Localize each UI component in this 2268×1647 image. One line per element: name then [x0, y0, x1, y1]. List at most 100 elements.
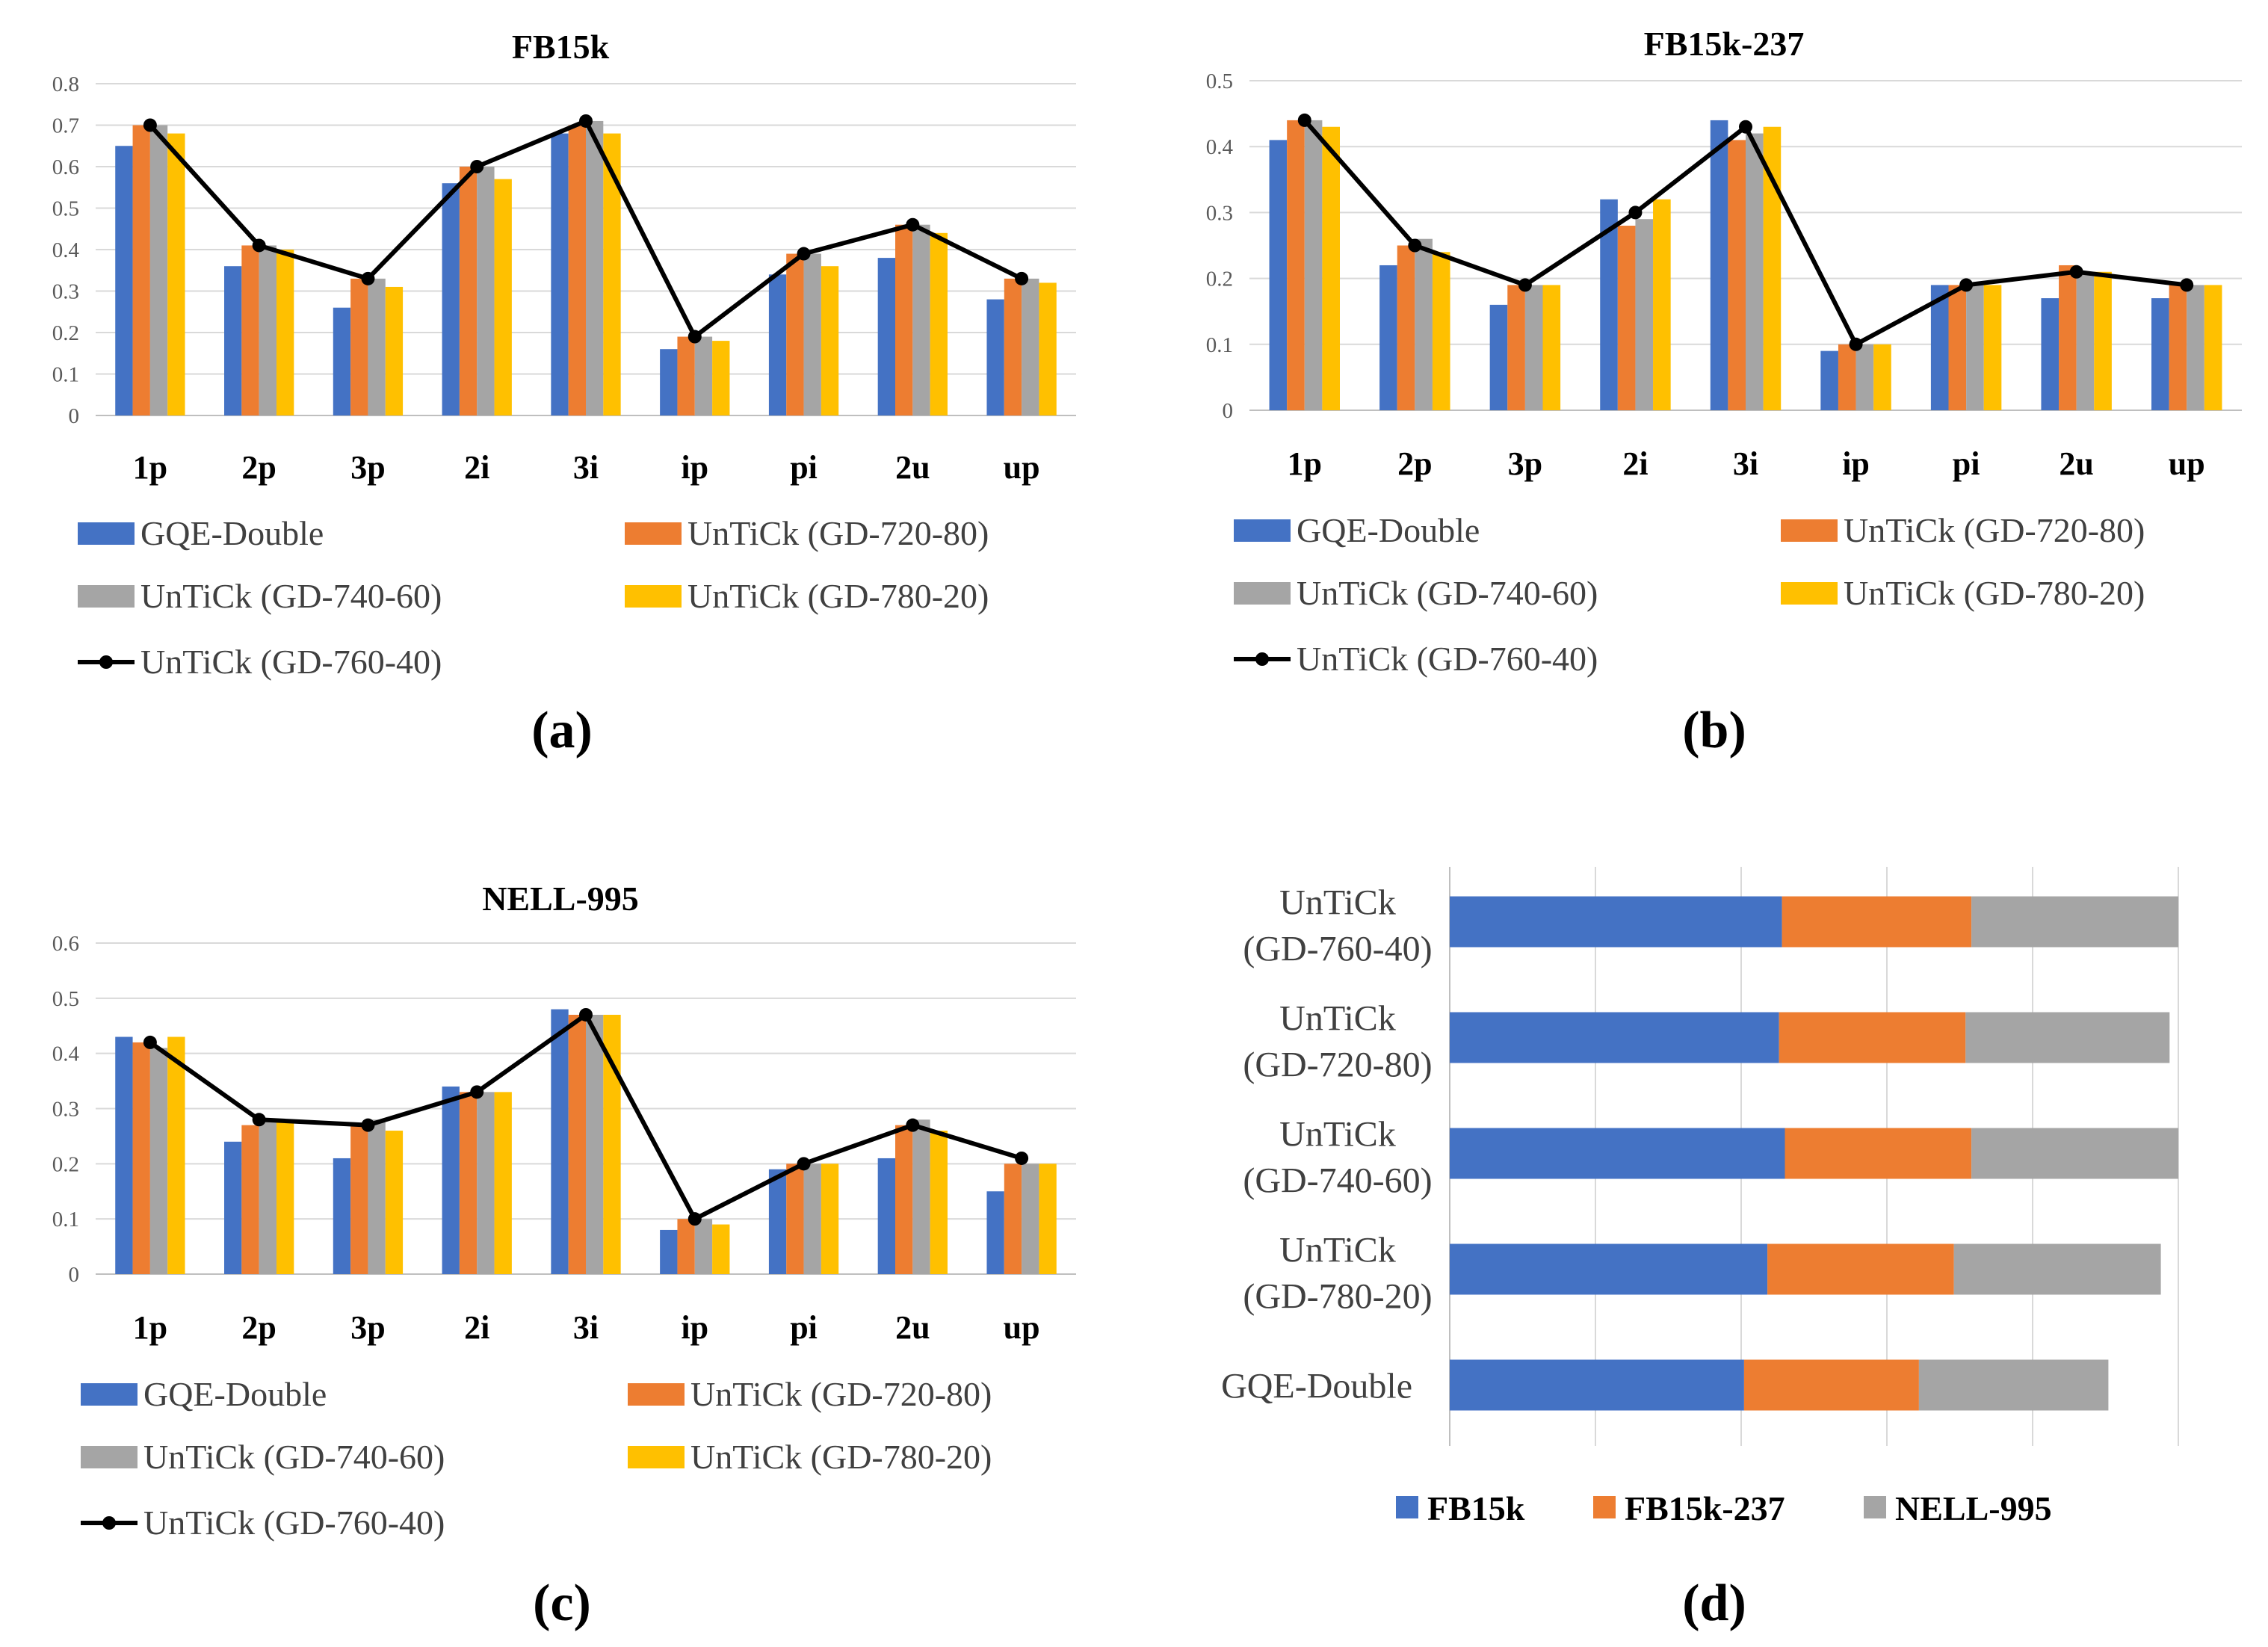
bar-3 [1873, 344, 1891, 410]
bar-2 [1635, 219, 1654, 410]
y-category-label: UnTiCk [1279, 1115, 1396, 1155]
bar-1 [1287, 120, 1305, 411]
x-tick-label: 3p [350, 1309, 385, 1346]
y-tick-label: 0.3 [1206, 201, 1233, 225]
bar-1 [241, 245, 259, 415]
y-category-label: (GD-740-60) [1243, 1161, 1432, 1201]
line-marker [252, 238, 266, 253]
legend-swatch [78, 522, 135, 545]
bar-2 [1022, 1164, 1039, 1274]
bar-3 [276, 1119, 294, 1274]
legend-line-marker [99, 655, 113, 669]
y-tick-label: 0.2 [52, 1152, 79, 1176]
bar-0 [1379, 265, 1397, 410]
y-tick-label: 0.2 [1206, 268, 1233, 291]
bar-0 [333, 1158, 351, 1274]
legend-label: GQE-Double [140, 514, 324, 552]
x-tick-label: up [1004, 449, 1040, 486]
panel-label: (d) [1682, 1575, 1746, 1632]
legend-label: UnTiCk (GD-740-60) [1297, 574, 1598, 612]
x-tick-label: 3i [1733, 445, 1758, 482]
legend-label: UnTiCk (GD-780-20) [690, 1438, 992, 1476]
bar-0 [224, 1141, 242, 1274]
stacked-bar-0 [1450, 1012, 1779, 1063]
y-category-label: UnTiCk [1279, 1231, 1396, 1270]
bar-3 [167, 1036, 185, 1274]
x-tick-label: 1p [133, 449, 167, 486]
y-category-label: UnTiCk [1279, 999, 1396, 1039]
x-tick-label: 2u [895, 1309, 930, 1346]
bar-0 [1930, 285, 1949, 410]
bar-2 [2076, 271, 2095, 410]
bar-1 [459, 1092, 478, 1274]
stacked-bar-0 [1450, 896, 1782, 948]
bar-3 [821, 266, 839, 415]
x-tick-label: 3i [573, 449, 599, 486]
y-tick-label: 0.7 [52, 114, 79, 138]
bar-2 [1415, 238, 1433, 410]
y-tick-label: 0.2 [52, 321, 79, 345]
x-tick-label: ip [1842, 445, 1870, 482]
bar-3 [385, 1131, 404, 1274]
legend-label: FB15k [1427, 1489, 1525, 1527]
bar-3 [603, 133, 621, 415]
bar-2 [586, 120, 604, 415]
line-marker [1849, 337, 1863, 351]
y-tick-label: 0.4 [52, 238, 80, 262]
bar-0 [986, 299, 1004, 415]
y-tick-label: 0.3 [52, 280, 79, 304]
x-tick-label: 2p [1397, 445, 1432, 482]
legend-swatch [1396, 1496, 1418, 1518]
x-tick-label: 2p [241, 1309, 276, 1346]
bar-1 [241, 1125, 259, 1274]
legend-label: UnTiCk (GD-760-40) [140, 643, 442, 681]
legend-swatch [625, 522, 682, 545]
bar-2 [803, 1164, 821, 1274]
bar-3 [930, 1131, 948, 1274]
bar-1 [786, 1164, 804, 1274]
x-tick-label: 1p [133, 1309, 167, 1346]
line-marker [2069, 265, 2083, 279]
chart-panel-b: FB15k-237 0 0.1 0.2 0.3 0.4 0.5 1p 2p 3p 2i 3i ip pi 2… [1206, 25, 2242, 759]
bar-3 [1322, 126, 1340, 411]
y-tick-label: 0.4 [52, 1042, 80, 1066]
line-marker [1408, 238, 1422, 253]
x-tick-label: 3p [1508, 445, 1542, 482]
legend-label: UnTiCk (GD-720-80) [1844, 511, 2145, 549]
bar-1 [895, 224, 913, 415]
y-tick-label: 0 [69, 404, 80, 428]
stacked-bar-2 [1965, 1012, 2170, 1063]
panel-label: (a) [531, 702, 593, 759]
bar-3 [2094, 271, 2112, 410]
bar-3 [821, 1164, 839, 1274]
bar-0 [1820, 350, 1838, 410]
y-tick-label: 0.1 [1206, 333, 1233, 357]
bar-0 [551, 1009, 569, 1274]
x-tick-label: 2u [895, 449, 930, 486]
x-tick-label: pi [790, 1309, 818, 1346]
x-tick-label: pi [790, 449, 818, 486]
bar-2 [368, 278, 386, 415]
x-tick-label: ip [681, 449, 708, 486]
line-marker [579, 1007, 593, 1022]
bar-1 [459, 167, 478, 415]
bar-1 [350, 278, 368, 415]
x-tick-label: 2i [464, 1309, 489, 1346]
line-marker [470, 1085, 484, 1099]
line-marker [687, 1212, 702, 1226]
y-tick-label: 0.6 [52, 155, 79, 179]
legend-label: UnTiCk (GD-760-40) [1297, 640, 1598, 678]
legend-label: UnTiCk (GD-720-80) [687, 514, 989, 552]
x-tick-label: ip [681, 1309, 708, 1346]
bar-1 [677, 1219, 695, 1274]
legend-swatch [78, 585, 135, 608]
bar-0 [333, 307, 351, 415]
bar-3 [167, 133, 185, 415]
legend-label: UnTiCk (GD-780-20) [1844, 574, 2145, 612]
line-marker [361, 1118, 375, 1132]
bar-0 [877, 1158, 896, 1274]
bar-3 [2204, 285, 2222, 410]
legend-swatch [1781, 582, 1838, 605]
bar-2 [1022, 278, 1039, 415]
line-marker [143, 118, 157, 132]
